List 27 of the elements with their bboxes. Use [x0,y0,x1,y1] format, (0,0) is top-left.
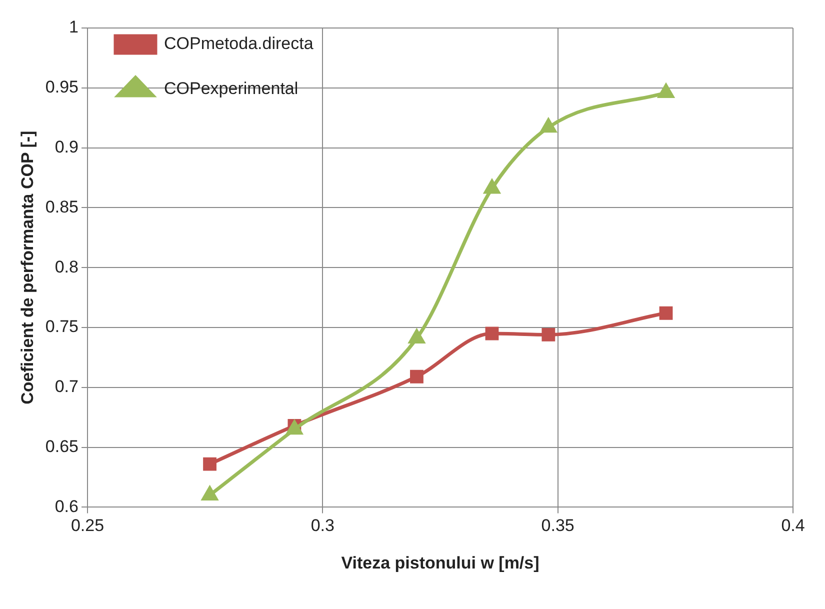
legend-label: COPmetoda.directa [164,34,314,54]
x-axis-title: Viteza pistonului w [m/s] [341,553,540,572]
y-tick-label: 0.65 [45,436,78,456]
x-tick-label: 0.35 [541,516,574,536]
y-tick-label: 1 [69,18,78,37]
x-tick-label: 0.4 [781,516,805,536]
point [203,457,216,471]
point [658,84,674,98]
x-tick-label: 0.3 [310,516,334,536]
y-tick-label: 0.7 [54,377,78,396]
point [410,370,424,384]
point [540,118,556,133]
point [542,328,556,342]
point [408,330,425,344]
point [484,180,500,194]
y-tick-label: 0.6 [54,496,78,516]
y-tick-label: 0.85 [45,197,78,216]
y-tick-label: 0.95 [45,78,78,97]
point [286,420,302,435]
legend-label: COPexperimental [164,79,298,98]
y-axis-title: Coeficient de performanta COP [-] [18,130,37,404]
y-tick-label: 0.9 [54,137,78,156]
point [485,326,499,340]
y-tick-label: 0.8 [54,257,78,276]
y-tick-label: 0.75 [45,317,78,336]
point [659,306,673,320]
x-tick-label: 0.25 [70,516,104,536]
